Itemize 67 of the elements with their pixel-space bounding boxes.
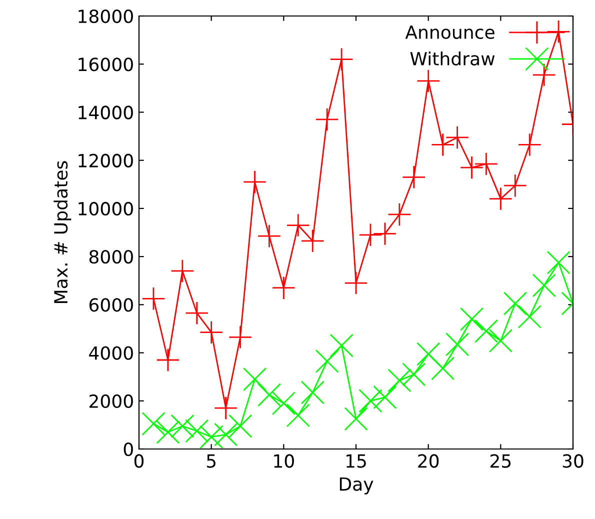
y-tick-label: 18000 xyxy=(78,9,133,24)
point xyxy=(445,332,470,356)
y-tick-label: 14000 xyxy=(78,106,133,120)
point xyxy=(228,325,252,349)
point xyxy=(228,414,252,438)
point xyxy=(286,213,310,238)
point xyxy=(142,412,166,436)
point xyxy=(300,229,324,253)
point xyxy=(300,380,324,404)
point xyxy=(257,224,282,248)
legend-label: Withdraw xyxy=(410,52,495,66)
point xyxy=(344,407,368,431)
x-tick-label: 0 xyxy=(134,454,144,468)
point xyxy=(242,367,267,392)
x-tick-label: 15 xyxy=(346,454,366,468)
legend-label: Announce xyxy=(405,26,494,40)
y-tick-label: 4000 xyxy=(89,346,133,360)
point xyxy=(257,383,282,407)
point xyxy=(474,319,498,343)
point xyxy=(430,356,455,380)
point xyxy=(532,274,556,298)
point xyxy=(272,391,296,416)
point xyxy=(315,349,339,374)
y-axis-title: Max. # Updates xyxy=(54,161,72,303)
y-tick-label: 16000 xyxy=(78,58,133,72)
point xyxy=(532,63,556,87)
point xyxy=(373,385,397,410)
point xyxy=(200,425,224,449)
point xyxy=(402,362,426,386)
point xyxy=(185,419,209,443)
point xyxy=(170,414,194,438)
point xyxy=(474,152,498,176)
point xyxy=(358,389,382,413)
point xyxy=(330,334,354,358)
point xyxy=(200,320,224,344)
x-tick-label: 30 xyxy=(562,454,584,468)
y-tick-label: 12000 xyxy=(78,154,133,168)
point xyxy=(546,250,570,274)
x-tick-label: 10 xyxy=(274,454,294,468)
point xyxy=(488,328,512,353)
point xyxy=(315,108,339,132)
point xyxy=(416,342,440,366)
point xyxy=(156,420,180,444)
y-tick-label: 0 xyxy=(124,442,133,456)
y-tick-label: 2000 xyxy=(90,394,133,408)
x-tick-label: 25 xyxy=(490,454,511,468)
point xyxy=(214,396,238,420)
x-axis-title: Day xyxy=(340,477,374,494)
point xyxy=(286,404,310,428)
point xyxy=(488,187,512,211)
point xyxy=(503,292,527,316)
point xyxy=(518,304,542,328)
point xyxy=(518,132,542,157)
point xyxy=(503,174,527,198)
point xyxy=(185,301,209,325)
point xyxy=(388,368,412,392)
point xyxy=(402,165,426,189)
y-tick-label: 8000 xyxy=(89,250,133,264)
point xyxy=(272,276,296,300)
x-tick-label: 20 xyxy=(418,454,439,468)
point xyxy=(460,307,484,331)
y-tick-label: 6000 xyxy=(89,298,133,312)
point xyxy=(214,422,238,446)
point xyxy=(373,222,397,246)
point xyxy=(430,132,455,157)
x-tick-label: 5 xyxy=(206,454,216,468)
y-tick-label: 10000 xyxy=(78,202,133,216)
